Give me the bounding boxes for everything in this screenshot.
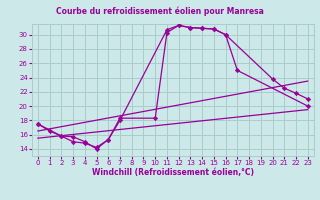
X-axis label: Windchill (Refroidissement éolien,°C): Windchill (Refroidissement éolien,°C)	[92, 168, 254, 177]
Text: Courbe du refroidissement éolien pour Manresa: Courbe du refroidissement éolien pour Ma…	[56, 6, 264, 16]
